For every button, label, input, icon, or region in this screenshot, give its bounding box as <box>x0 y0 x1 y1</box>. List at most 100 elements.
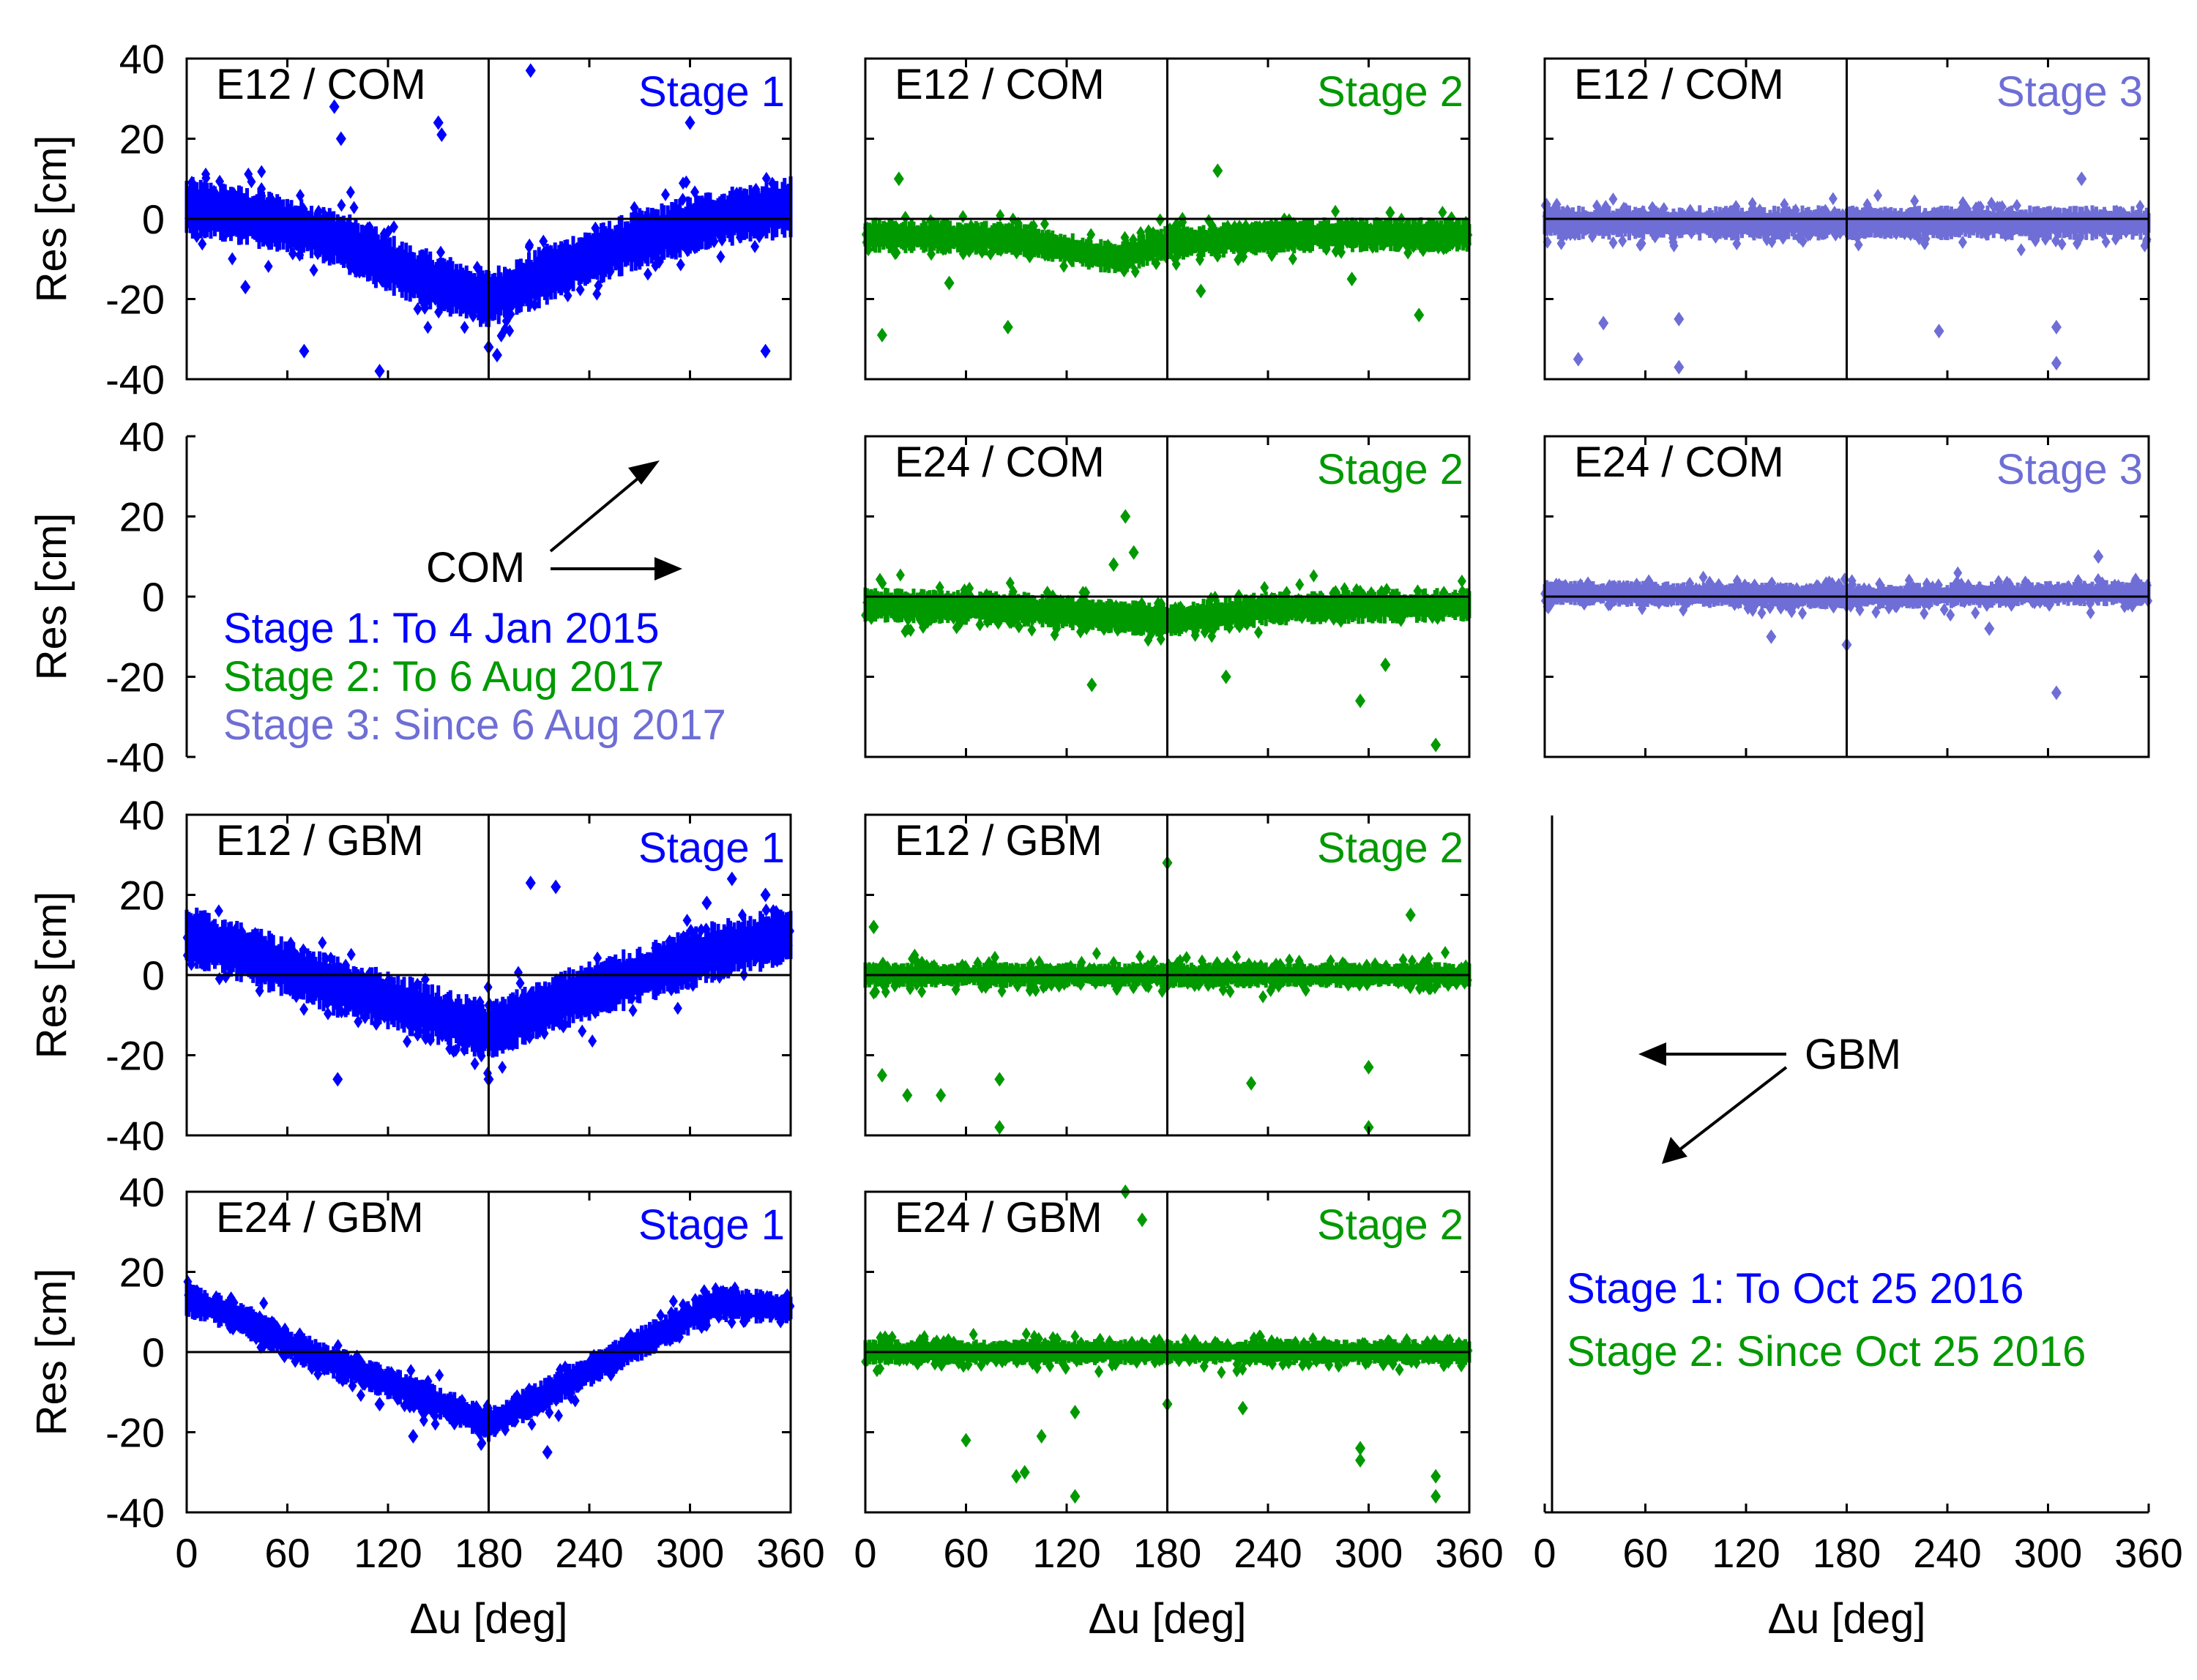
outlier-point <box>1212 163 1223 179</box>
scatter-band <box>545 243 549 305</box>
scatter-band <box>511 1395 515 1427</box>
scatter-point <box>288 247 297 261</box>
scatter-band <box>217 192 221 232</box>
scatter-point <box>1614 223 1624 237</box>
scatter-band <box>1234 597 1238 628</box>
scatter-point <box>1456 597 1466 611</box>
scatter-band <box>1078 239 1083 264</box>
scatter-point <box>1303 600 1313 614</box>
scatter-point <box>340 984 349 998</box>
scatter-point <box>1915 220 1925 234</box>
scatter-point <box>1065 247 1075 261</box>
scatter-point <box>1268 976 1277 990</box>
scatter-band <box>477 1410 481 1430</box>
scatter-point <box>1377 585 1387 599</box>
scatter-point <box>291 223 300 237</box>
scatter-point <box>420 992 430 1006</box>
scatter-band <box>716 924 720 977</box>
scatter-band <box>769 1291 772 1323</box>
scatter-band <box>424 248 428 310</box>
scatter-point <box>204 935 214 949</box>
scatter-band <box>1147 236 1152 261</box>
scatter-band <box>600 962 603 1012</box>
scatter-point <box>198 237 207 251</box>
scatter-band <box>597 232 602 275</box>
scatter-band <box>1597 586 1601 601</box>
scatter-point <box>1097 608 1107 622</box>
scatter-band <box>350 971 354 1010</box>
scatter-band <box>644 1324 648 1357</box>
scatter-point <box>1966 221 1976 235</box>
scatter-point <box>1258 239 1267 253</box>
scatter-point <box>344 217 354 231</box>
scatter-point <box>224 198 234 212</box>
scatter-band <box>1312 591 1316 624</box>
scatter-point <box>254 223 264 237</box>
scatter-band <box>662 1319 666 1343</box>
scatter-point <box>2109 583 2119 597</box>
scatter-band <box>418 250 422 305</box>
scatter-band <box>1171 606 1176 634</box>
scatter-point <box>1967 588 1977 602</box>
scatter-point <box>365 220 374 234</box>
scatter-point <box>736 955 745 968</box>
scatter-band <box>434 261 439 303</box>
scatter-point <box>1331 204 1340 218</box>
scatter-point <box>471 1007 480 1021</box>
scatter-band <box>1988 210 1992 236</box>
scatter-point <box>593 951 603 965</box>
scatter-point <box>444 993 454 1007</box>
scatter-band <box>914 594 918 618</box>
scatter-band <box>648 214 652 258</box>
scatter-point <box>1852 206 1862 220</box>
scatter-point <box>1653 207 1663 221</box>
scatter-band <box>600 223 603 283</box>
scatter-point <box>423 321 433 335</box>
scatter-band <box>605 957 610 1013</box>
scatter-band <box>778 188 783 228</box>
scatter-band <box>704 925 708 983</box>
scatter-band <box>1000 595 1004 621</box>
scatter-band <box>402 977 406 1033</box>
scatter-point <box>769 904 778 918</box>
scatter-band <box>283 206 288 244</box>
scatter-band <box>649 953 654 990</box>
scatter-point <box>1242 609 1251 623</box>
scatter-band <box>400 242 404 298</box>
scatter-point <box>1183 977 1193 990</box>
scatter-point <box>1653 217 1663 231</box>
scatter-point <box>1637 236 1646 250</box>
scatter-point <box>299 202 308 216</box>
scatter-band <box>1193 605 1198 629</box>
scatter-band <box>2108 584 2113 602</box>
scatter-band <box>1939 205 1944 240</box>
scatter-point <box>360 1011 370 1025</box>
scatter-band <box>1370 225 1375 245</box>
scatter-point <box>575 283 585 296</box>
scatter-cloud <box>182 903 795 1080</box>
scatter-band <box>1376 224 1381 245</box>
scatter-band <box>2054 210 2058 236</box>
scatter-point <box>1992 591 2002 605</box>
scatter-point <box>1338 604 1347 618</box>
scatter-band <box>617 958 622 1004</box>
scatter-point <box>1074 615 1083 629</box>
scatter-band <box>221 919 225 974</box>
scatter-band <box>1768 209 1772 236</box>
scatter-point <box>431 269 441 283</box>
scatter-band <box>1679 208 1684 238</box>
scatter-band <box>1067 602 1071 624</box>
outlier-point <box>1128 545 1139 560</box>
scatter-band <box>1786 206 1791 239</box>
scatter-point <box>900 210 910 224</box>
scatter-point <box>1373 219 1383 233</box>
scatter-point <box>1659 202 1668 216</box>
scatter-band <box>1788 213 1792 233</box>
scatter-band <box>652 941 656 999</box>
scatter-point <box>222 225 231 239</box>
scatter-band <box>529 996 533 1031</box>
scatter-point <box>341 226 351 240</box>
scatter-point <box>890 247 900 261</box>
scatter-band <box>2143 210 2146 236</box>
